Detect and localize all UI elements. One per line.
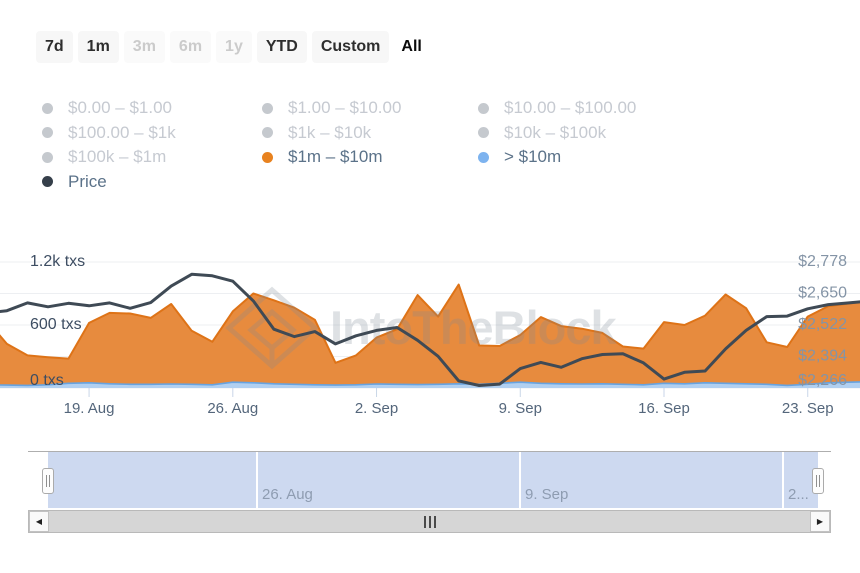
area-1m-10m-line (0, 283, 860, 364)
y-axis-left-label: 0 txs (30, 372, 64, 389)
navigator-divider (519, 452, 521, 508)
chart: IntoTheBlock 19. Aug 26. Aug 2. Sep 9. Sep 16… (0, 240, 860, 430)
timerange-button-3m: 3m (123, 31, 165, 63)
chart-legend: $0.00 – $1.00 $100.00 – $1k $100k – $1m Pri… (36, 96, 636, 194)
scroll-right-button[interactable]: ▶ (810, 511, 830, 532)
legend-item-label: $1k – $10k (288, 122, 372, 142)
scrollbar-grip[interactable] (418, 511, 442, 532)
timerange-button-6m: 6m (169, 31, 212, 63)
legend-dot-icon (42, 176, 53, 188)
y-axis-left-label: 600 txs (30, 316, 82, 333)
price-line (0, 272, 860, 387)
legend-item-label: Price (68, 171, 107, 191)
legend-dot-icon (478, 151, 489, 163)
navigator-divider (256, 452, 258, 508)
legend-dot-icon (262, 127, 273, 139)
timerange-toolbar: 7d 1m 3m 6m 1y YTD Custom All (36, 31, 434, 63)
legend-dot-icon (478, 127, 489, 139)
y-axis-right-label: $2,650 (798, 285, 847, 302)
y-axis-right-label: $2,394 (798, 348, 847, 365)
legend-item[interactable]: $1m – $10m (256, 145, 472, 170)
timerange-button-custom[interactable]: Custom (311, 31, 390, 63)
x-axis-label: 19. Aug (64, 400, 115, 417)
legend-item[interactable]: > $10m (472, 145, 636, 170)
legend-item-label: $100.00 – $1k (68, 122, 176, 142)
area-1m-10m (0, 284, 860, 388)
legend-item-label: $10.00 – $100.00 (504, 98, 637, 118)
horizontal-scrollbar[interactable]: ◀ ▶ (28, 510, 831, 533)
watermark-text: IntoTheBlock (330, 301, 618, 354)
x-axis-label: 16. Sep (638, 400, 690, 417)
legend-item-label: $10k – $100k (504, 122, 607, 142)
x-axis-label: 9. Sep (499, 400, 542, 417)
scroll-left-button[interactable]: ◀ (29, 511, 49, 532)
legend-item-label: $100k – $1m (68, 147, 167, 167)
legend-item-label: $0.00 – $1.00 (68, 98, 172, 118)
legend-item[interactable]: $1k – $10k (256, 121, 472, 146)
legend-dot-icon (262, 102, 273, 114)
legend-dot-icon (42, 127, 53, 139)
timerange-button-1y: 1y (216, 31, 252, 63)
legend-dot-icon (478, 102, 489, 114)
navigator-left-handle[interactable] (42, 468, 54, 494)
legend-item[interactable]: $10.00 – $100.00 (472, 96, 636, 121)
legend-dot-icon (262, 151, 273, 163)
navigator-date-label: 2... (788, 486, 809, 503)
area-over-10m-line (0, 381, 860, 387)
legend-item[interactable]: Price (36, 170, 256, 195)
legend-item-label: $1m – $10m (288, 147, 383, 167)
chart-navigator[interactable]: 26. Aug 9. Sep 2... (28, 451, 831, 508)
navigator-date-label: 26. Aug (262, 486, 313, 503)
legend-item-label: > $10m (504, 147, 562, 167)
timerange-button-ytd[interactable]: YTD (256, 31, 307, 63)
navigator-top-border (28, 451, 831, 452)
legend-item[interactable]: $100.00 – $1k (36, 121, 256, 146)
legend-item[interactable]: $1.00 – $10.00 (256, 96, 472, 121)
navigator-date-label: 9. Sep (525, 486, 569, 503)
legend-item[interactable]: $0.00 – $1.00 (36, 96, 256, 121)
y-axis-left-label: 1.2k txs (30, 253, 85, 270)
timerange-button-7d[interactable]: 7d (36, 31, 73, 63)
transactions-price-chart: IntoTheBlock 19. Aug 26. Aug 2. Sep 9. Sep 16… (0, 253, 860, 417)
y-axis-right-label: $2,266 (798, 372, 847, 389)
y-axis-right-label: $2,522 (798, 316, 847, 333)
legend-dot-icon (42, 151, 53, 163)
timerange-button-all[interactable]: All (401, 38, 422, 55)
x-axis-label: 26. Aug (207, 400, 258, 417)
timerange-button-1m[interactable]: 1m (77, 31, 119, 63)
y-axis-right-label: $2,778 (798, 253, 847, 270)
navigator-selected-range[interactable] (48, 452, 818, 508)
x-axis-label: 23. Sep (782, 400, 834, 417)
navigator-right-handle[interactable] (812, 468, 824, 494)
legend-item[interactable]: $10k – $100k (472, 121, 636, 146)
watermark-logo-icon (225, 286, 319, 370)
navigator-divider (782, 452, 784, 508)
legend-item[interactable]: $100k – $1m (36, 145, 256, 170)
legend-dot-icon (42, 102, 53, 114)
legend-item-label: $1.00 – $10.00 (288, 98, 402, 118)
x-axis-label: 2. Sep (355, 400, 398, 417)
